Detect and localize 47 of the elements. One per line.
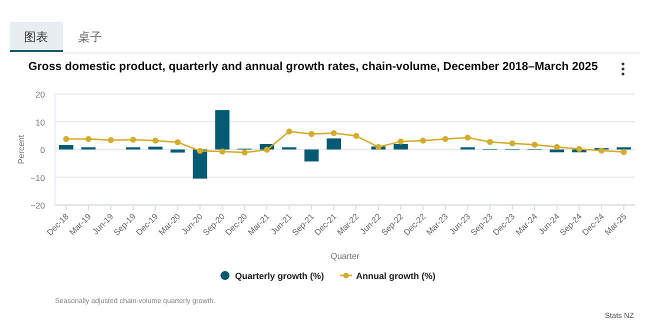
chart-title: Gross domestic product, quarterly and annual growth rates, chain-volume, December 2018–March 2025 bbox=[28, 60, 598, 73]
bar bbox=[550, 150, 564, 152]
point bbox=[420, 138, 426, 144]
point bbox=[174, 139, 181, 146]
bar bbox=[148, 146, 163, 150]
point bbox=[130, 136, 136, 143]
point bbox=[108, 137, 114, 144]
text: 桌子 bbox=[78, 30, 102, 44]
point bbox=[464, 134, 471, 141]
point bbox=[554, 144, 560, 150]
y-axis-title: Percent bbox=[16, 134, 26, 164]
point bbox=[353, 132, 360, 139]
point bbox=[264, 146, 270, 153]
legend-label: Quarterly growth (%) bbox=[235, 271, 324, 281]
bar bbox=[326, 138, 341, 150]
point bbox=[509, 140, 516, 146]
point bbox=[487, 139, 493, 146]
point bbox=[620, 148, 627, 155]
y-tick-label: −20 bbox=[30, 200, 46, 210]
point bbox=[308, 130, 315, 137]
y-tick-label: −10 bbox=[30, 172, 46, 183]
point bbox=[242, 150, 248, 156]
point bbox=[286, 128, 292, 134]
x-axis-title: Quarter bbox=[330, 251, 360, 261]
y-tick-label: 0 bbox=[40, 145, 46, 155]
point bbox=[398, 138, 404, 144]
legend-label: Annual growth (%) bbox=[356, 271, 436, 281]
point bbox=[375, 144, 382, 150]
y-tick-label: 20 bbox=[36, 90, 46, 100]
point bbox=[576, 146, 582, 152]
point bbox=[152, 138, 158, 144]
y-tick-label: 10 bbox=[36, 117, 46, 128]
bar bbox=[215, 110, 230, 150]
bar bbox=[170, 150, 185, 153]
point bbox=[598, 148, 605, 154]
bar bbox=[59, 145, 74, 150]
point bbox=[63, 136, 70, 142]
text: 图表 bbox=[24, 30, 48, 44]
point bbox=[197, 148, 203, 154]
bar bbox=[304, 150, 319, 162]
bar bbox=[394, 144, 408, 150]
point bbox=[442, 136, 448, 142]
bar bbox=[192, 150, 208, 179]
point bbox=[532, 142, 538, 148]
point bbox=[85, 136, 92, 142]
point bbox=[219, 148, 226, 154]
point bbox=[330, 130, 337, 136]
